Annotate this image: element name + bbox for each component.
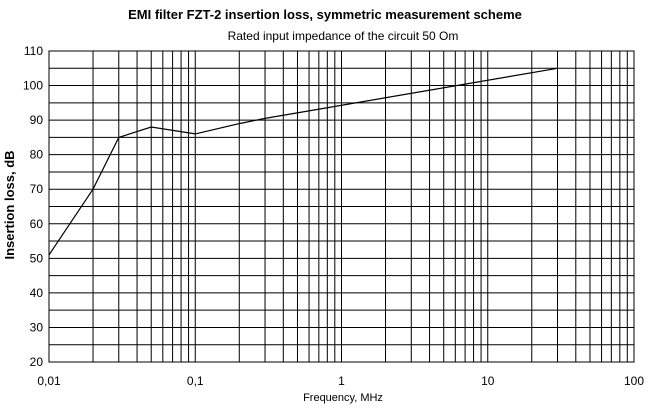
series-layer <box>48 67 558 256</box>
chart-title: EMI filter FZT-2 insertion loss, symmetr… <box>128 7 522 22</box>
series-line <box>48 67 558 256</box>
x-tick-label: 0,01 <box>37 374 61 388</box>
chart-subtitle: Rated input impedance of the circuit 50 … <box>228 29 459 43</box>
x-tick-label: 10 <box>481 374 495 388</box>
y-tick-label: 20 <box>30 355 44 369</box>
x-tick-label: 0,1 <box>187 374 204 388</box>
x-tick-label: 100 <box>624 374 644 388</box>
x-tick-label: 1 <box>338 374 345 388</box>
plot-frame <box>48 50 635 363</box>
y-tick-label: 30 <box>30 320 44 334</box>
y-tick-label: 60 <box>30 217 44 231</box>
y-tick-label: 110 <box>24 44 43 58</box>
y-axis-label: Insertion loss, dB <box>2 150 17 259</box>
y-axis-ticks: 20 30 40 50 60 70 80 90 100 110 <box>23 44 43 369</box>
y-tick-label: 100 <box>23 79 43 93</box>
y-tick-label: 50 <box>30 251 44 265</box>
y-tick-label: 90 <box>30 113 44 127</box>
x-axis-label: Frequency, MHz <box>303 392 383 404</box>
y-tick-label: 40 <box>30 286 44 300</box>
y-tick-label: 80 <box>30 148 44 162</box>
plot-grid <box>48 50 634 363</box>
x-axis-ticks: 0,01 0,1 1 10 100 <box>37 374 644 388</box>
y-tick-label: 70 <box>30 182 44 196</box>
